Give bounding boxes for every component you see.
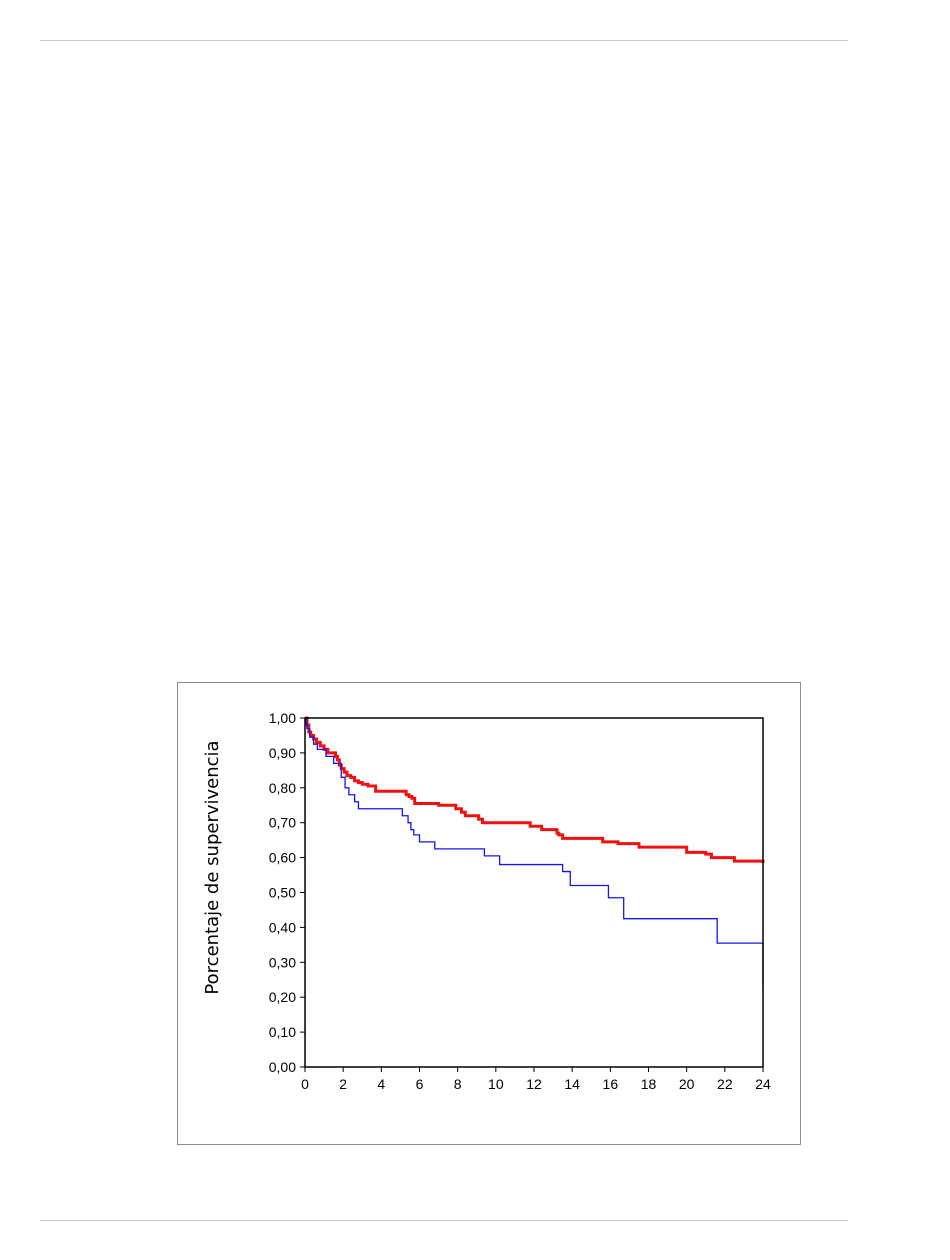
survival-chart: Porcentaje de supervivencia 0,00 0,10 0,20… <box>202 710 771 1092</box>
y-tick-label: 1,00 <box>269 710 296 726</box>
x-tick-label: 8 <box>454 1076 462 1092</box>
y-tick-label: 0,60 <box>269 850 296 866</box>
y-axis-title: Porcentaje de supervivencia <box>202 740 223 994</box>
x-tick-label: 20 <box>679 1076 695 1092</box>
y-tick-label: 0,20 <box>269 989 296 1005</box>
x-tick-label: 24 <box>755 1076 771 1092</box>
y-tick-label: 0,50 <box>269 885 296 901</box>
x-tick-label: 10 <box>488 1076 504 1092</box>
y-tick-label: 0,00 <box>269 1059 296 1075</box>
x-tick-label: 18 <box>641 1076 657 1092</box>
x-tick-label: 22 <box>717 1076 733 1092</box>
x-tick-label: 12 <box>526 1076 542 1092</box>
survival-curve-2 <box>305 717 764 985</box>
y-tick-label: 0,30 <box>269 954 296 970</box>
x-tick-label: 14 <box>564 1076 580 1092</box>
y-tick-label: 0,80 <box>269 780 296 796</box>
tick-layer: 0,00 0,10 0,20 0,30 0,40 0,50 0,60 0,70 0,80 0,90… <box>269 710 771 1092</box>
series-layer <box>305 716 765 985</box>
plot-area-border <box>304 717 764 1068</box>
page-bottom-rule <box>40 1220 848 1221</box>
survival-curve-1 <box>305 716 765 863</box>
y-tick-label: 0,70 <box>269 815 296 831</box>
chart-frame: Porcentaje de supervivencia 0,00 0,10 0,20… <box>177 682 801 1145</box>
x-tick-label: 0 <box>301 1076 309 1092</box>
x-tick-label: 16 <box>603 1076 619 1092</box>
page-top-rule <box>40 40 848 41</box>
y-tick-label: 0,40 <box>269 919 296 935</box>
x-tick-label: 6 <box>416 1076 424 1092</box>
y-axis-title-group: Porcentaje de supervivencia <box>202 740 223 994</box>
x-tick-label: 2 <box>339 1076 347 1092</box>
y-tick-label: 0,90 <box>269 745 296 761</box>
plot-border-layer <box>304 717 764 1068</box>
y-tick-label: 0,10 <box>269 1024 296 1040</box>
x-tick-label: 4 <box>377 1076 385 1092</box>
